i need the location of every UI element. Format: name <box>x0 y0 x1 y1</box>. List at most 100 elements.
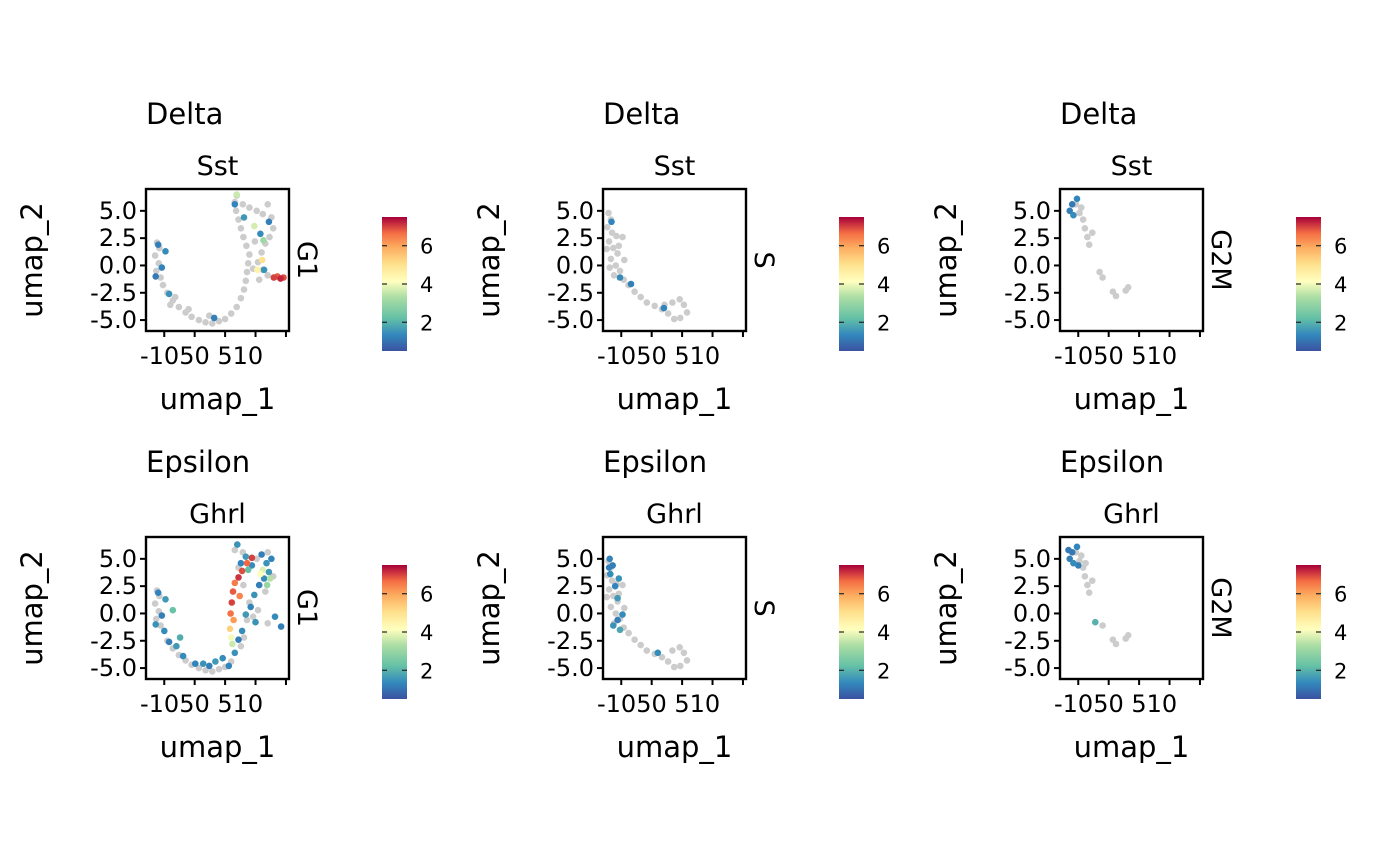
cell-point <box>670 315 678 323</box>
x-axis-label: umap_1 <box>1074 382 1190 416</box>
colorbar-tick-label: 4 <box>877 621 890 645</box>
expressing-cell-point <box>260 575 268 582</box>
y-tick-label: -5.0 <box>547 654 594 682</box>
colorbar-tick-label: 6 <box>420 235 433 259</box>
expressing-cell-point <box>263 581 271 589</box>
y-tick-label: 5.0 <box>1013 197 1051 225</box>
expressing-cell-point <box>199 660 207 667</box>
expressing-cell-point <box>154 241 162 248</box>
y-tick-label: -5.0 <box>90 306 137 334</box>
expressing-cell-point <box>162 248 169 255</box>
expressing-cell-point <box>152 621 159 628</box>
y-axis-label: umap_2 <box>929 202 963 318</box>
panel-border <box>601 535 748 681</box>
facet-label: G2M <box>1205 577 1236 638</box>
colorbar: 2 4 6 <box>382 565 433 699</box>
expressing-cell-point <box>260 237 267 244</box>
cell-point <box>610 272 618 279</box>
expressing-cell-point <box>605 564 613 571</box>
y-tick-label: -2.5 <box>1004 279 1051 307</box>
y-tick-label: -5.0 <box>1004 654 1051 682</box>
expressing-cell-point <box>654 649 662 657</box>
cell-point <box>232 207 240 215</box>
expressing-cell-point <box>1070 559 1077 567</box>
expressing-cell-point <box>238 567 246 575</box>
expressing-cell-point <box>255 581 263 589</box>
cell-point <box>1124 632 1132 639</box>
expressing-cell-point <box>244 566 252 574</box>
cell-point <box>240 286 248 293</box>
colorbar: 2 4 6 <box>839 565 890 699</box>
colorbar-tick-label: 4 <box>1334 273 1347 297</box>
cell-point <box>258 249 265 256</box>
panel-border <box>1058 535 1205 681</box>
cell-point <box>613 232 620 240</box>
y-tick-label: -5.0 <box>1004 306 1051 334</box>
cell-point <box>1099 274 1106 281</box>
cell-point <box>202 667 209 674</box>
cell-point <box>171 293 179 301</box>
cell-point <box>669 299 676 306</box>
expressing-cell-point <box>236 592 243 600</box>
y-axis-label: umap_2 <box>15 202 49 318</box>
panel-subtitle: Ghrl <box>646 499 703 530</box>
expressing-cell-point <box>1070 211 1077 219</box>
cell-point <box>195 316 203 324</box>
expressing-cell-point <box>179 652 187 660</box>
colorbar-tick-label: 4 <box>420 273 433 297</box>
panel-border <box>601 187 748 333</box>
y-tick-label: 5.0 <box>556 545 594 573</box>
cell-point <box>607 603 615 611</box>
cell-point <box>1082 559 1089 567</box>
expressing-cell-point <box>1092 618 1099 626</box>
cell-point <box>1124 284 1132 291</box>
cell-point <box>264 201 272 208</box>
colorbar: 2 4 6 <box>1296 565 1347 699</box>
colorbar-tick-label: 6 <box>420 583 433 607</box>
expressing-cell-point <box>263 559 270 567</box>
y-tick-label: 2.5 <box>1013 224 1051 252</box>
x-axis-label: umap_1 <box>160 730 276 764</box>
colorbar-tick-label: 6 <box>877 235 890 259</box>
expressing-cell-point <box>257 230 264 238</box>
panel-subtitle: Ghrl <box>189 499 246 530</box>
cell-point <box>616 267 624 275</box>
cell-point <box>264 549 272 556</box>
expressing-cell-point <box>227 634 235 641</box>
cell-point <box>249 613 257 620</box>
panel-title: Epsilon <box>146 445 250 479</box>
expressing-cell-point <box>162 596 169 603</box>
panel-border <box>1058 187 1205 333</box>
cell-point <box>619 581 626 589</box>
expressing-cell-point <box>230 616 237 624</box>
y-tick-label: -5.0 <box>90 654 137 682</box>
x-tick-labels: -1050 510 <box>597 690 720 718</box>
colorbar-tick-label: 2 <box>1334 311 1347 335</box>
expressing-cell-point <box>607 570 614 578</box>
facet-label: G1 <box>291 589 322 627</box>
cell-point <box>1112 292 1120 300</box>
cell-point <box>262 588 269 595</box>
cell-point <box>227 310 235 317</box>
cell-point <box>606 264 613 271</box>
cell-point <box>243 242 250 250</box>
y-tick-label: -2.5 <box>90 279 137 307</box>
y-tick-label: 5.0 <box>1013 545 1051 573</box>
cell-point <box>676 644 683 651</box>
expressing-cell-point <box>268 555 275 563</box>
cell-point <box>1081 573 1089 580</box>
x-tick-labels: -1050 510 <box>140 690 263 718</box>
cell-point <box>185 305 192 313</box>
expressing-cell-point <box>173 642 180 650</box>
x-tick-labels: -1050 510 <box>1054 342 1177 370</box>
cell-point <box>244 260 252 267</box>
x-axis-label: umap_1 <box>617 730 733 764</box>
expressing-cell-point <box>271 613 279 620</box>
y-tick-label: 0.0 <box>99 599 137 627</box>
cell-point <box>239 201 247 208</box>
panel-2: Delta Sst -5.0-2.50.02.55.0 -1050 510 umap_1… <box>472 97 890 416</box>
cell-point <box>677 662 684 670</box>
expressing-cell-point <box>265 218 273 226</box>
expressing-cell-point <box>234 541 241 548</box>
